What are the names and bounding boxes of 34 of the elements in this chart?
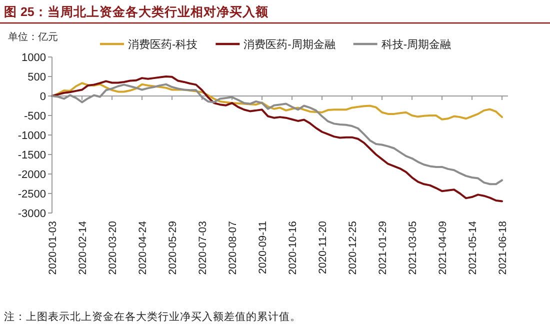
x-tick-label: 2020-03-20 [107,220,119,275]
y-tick-label: -1500 [18,150,46,162]
x-tick-label: 2020-08-07 [227,220,239,275]
y-tick-label: 500 [28,72,46,84]
x-tick-label: 2020-04-24 [137,220,149,275]
legend-label: 科技-周期金融 [381,39,452,51]
x-tick-label: 2020-10-16 [287,220,299,275]
line-series [51,83,503,186]
x-tick-label: 2021-01-29 [377,220,389,275]
x-tick-label: 2020-05-29 [167,220,179,275]
x-tick-label: 2020-02-14 [77,220,89,275]
x-tick-label: 2020-01-03 [47,220,59,275]
y-tick-label: 1000 [22,52,46,64]
x-tick-label: 2020-11-20 [317,220,329,274]
text: 注：上图表示北上资金在各大类行业净买入额差值的累计值。 [4,310,301,323]
legend-label: 消费医药-周期金融 [244,38,336,51]
line-series [51,82,503,120]
x-tick-label: 2021-04-09 [437,220,449,275]
legend-label: 消费医药-科技 [128,38,198,51]
y-tick-label: -500 [24,110,46,122]
chart-title: 图 25：当周北上资金各大类行业相对净买入额 [4,4,270,19]
x-tick-label: 2021-05-14 [467,220,479,275]
x-tick-label: 2021-03-05 [407,220,419,275]
y-tick-label: 0 [40,91,46,103]
y-axis-title: 单位：亿元 [8,31,58,43]
x-tick-label: 2020-12-25 [347,220,359,275]
y-tick-label: -2000 [18,169,46,181]
x-tick-label: 2020-07-03 [197,220,209,275]
y-tick-label: -1000 [18,130,46,142]
x-tick-label: 2021-06-18 [497,220,509,275]
y-tick-label: -3000 [18,208,46,220]
x-tick-label: 2020-09-11 [257,220,269,274]
line-series [51,76,503,202]
y-tick-label: -2500 [18,188,46,200]
